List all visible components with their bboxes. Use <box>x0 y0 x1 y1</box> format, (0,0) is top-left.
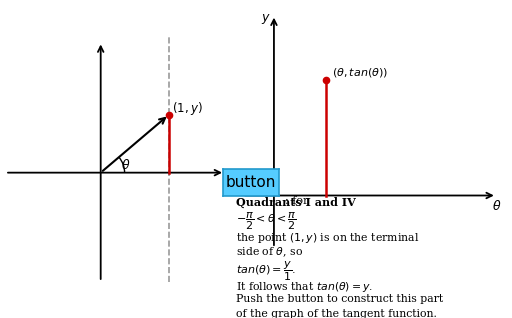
Text: $\theta$: $\theta$ <box>493 199 502 213</box>
Text: $(\theta, tan(\theta))$: $(\theta, tan(\theta))$ <box>332 66 388 79</box>
Text: Quadrants I and IV: Quadrants I and IV <box>236 197 355 208</box>
Text: $y$: $y$ <box>261 12 271 26</box>
Text: button: button <box>226 175 276 190</box>
Text: side of $\theta$, so: side of $\theta$, so <box>236 245 303 259</box>
Text: the point $(1, y)$ is on the terminal: the point $(1, y)$ is on the terminal <box>236 231 419 245</box>
Text: Push the button to construct this part: Push the button to construct this part <box>236 294 443 304</box>
Text: : for: : for <box>285 197 308 206</box>
Text: It follows that $tan(\theta) = y.$: It follows that $tan(\theta) = y.$ <box>236 280 373 294</box>
Text: of the graph of the tangent function.: of the graph of the tangent function. <box>236 309 437 318</box>
Text: $tan(\theta) = \dfrac{y}{1}.$: $tan(\theta) = \dfrac{y}{1}.$ <box>236 260 296 283</box>
Text: $\theta$: $\theta$ <box>121 157 131 171</box>
Text: $-\dfrac{\pi}{2} < \theta < \dfrac{\pi}{2}$: $-\dfrac{\pi}{2} < \theta < \dfrac{\pi}{… <box>236 211 297 232</box>
Text: $(1, y)$: $(1, y)$ <box>173 100 203 117</box>
